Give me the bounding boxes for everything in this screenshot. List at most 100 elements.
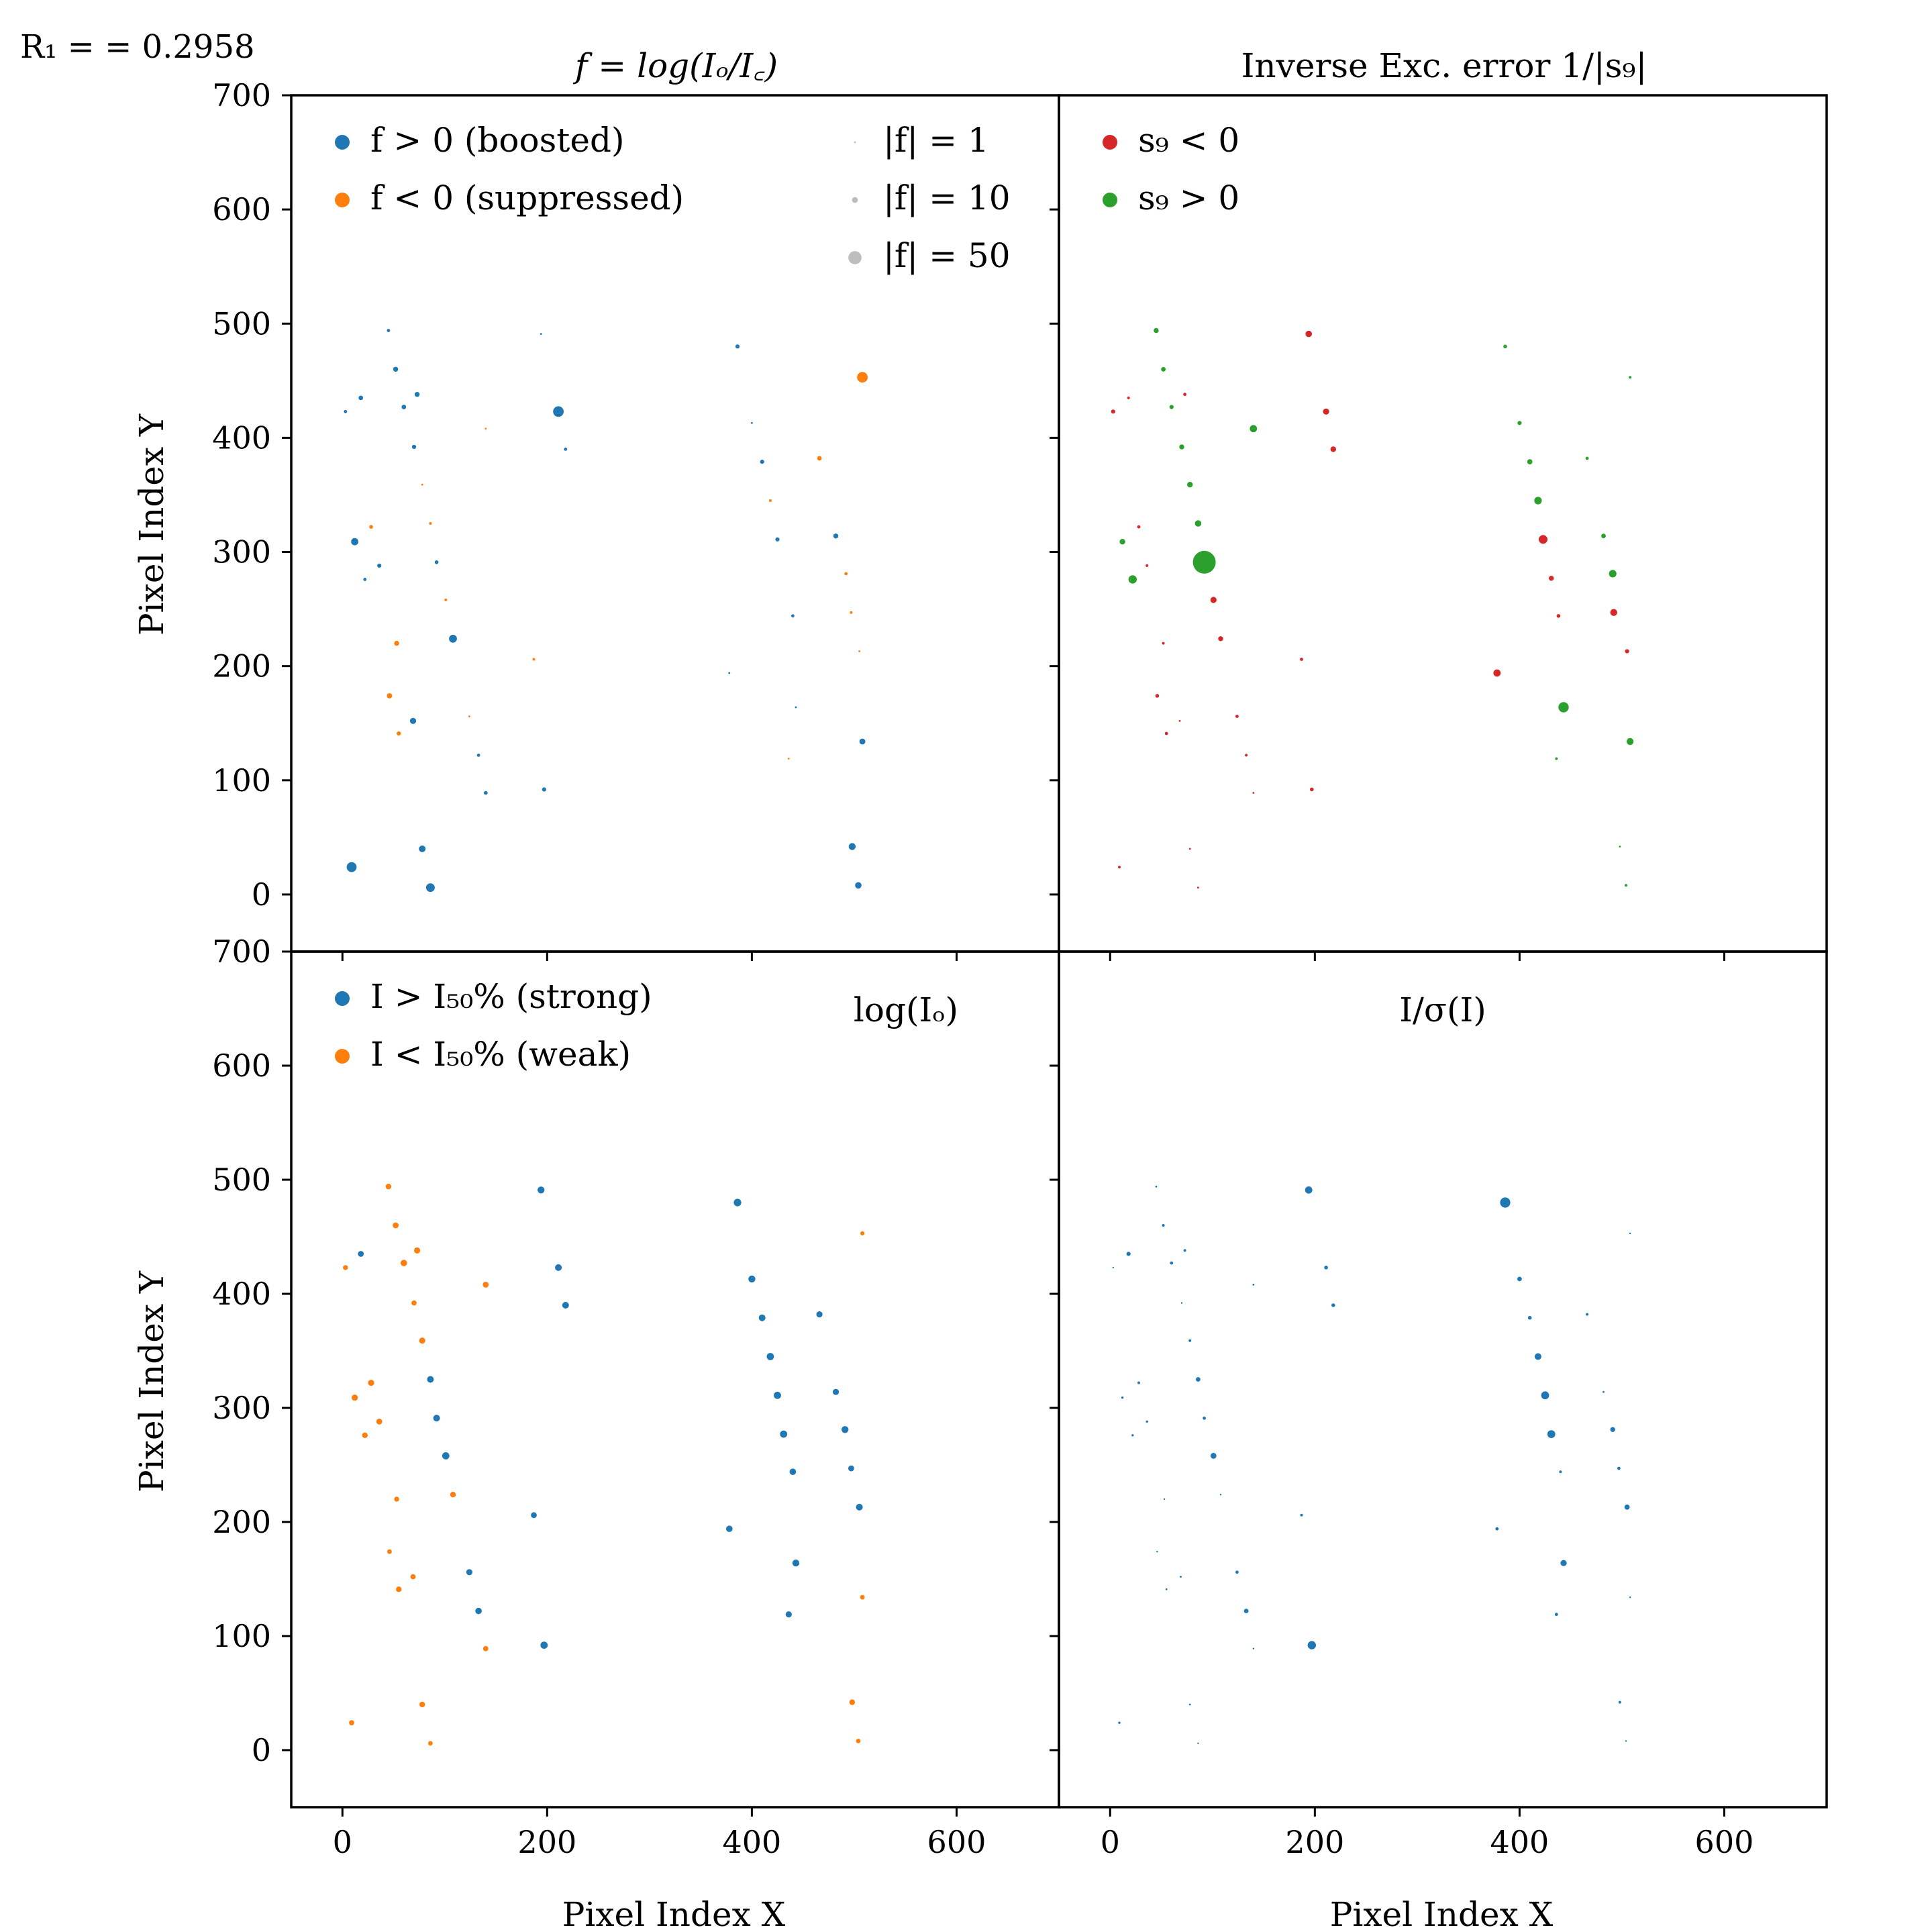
y-axis-label-bottom: Pixel Index Y	[132, 1270, 171, 1492]
data-point	[1307, 1641, 1317, 1649]
panel-title: Inverse Exc. error 1/|s₉|	[1241, 46, 1647, 85]
data-point	[485, 427, 487, 430]
panel-i-over-sigma: I/σ(I) 0 200 400 600	[1050, 950, 1828, 1860]
data-point	[1560, 1560, 1567, 1566]
data-point	[775, 537, 780, 542]
data-point	[1146, 1420, 1148, 1423]
size-legend-label: |f| = 50	[883, 236, 1011, 275]
data-point	[789, 1468, 797, 1475]
data-point	[1324, 1266, 1328, 1270]
data-point	[444, 599, 448, 601]
data-point	[791, 614, 795, 618]
data-point	[1541, 1391, 1549, 1400]
data-point	[1625, 884, 1627, 887]
data-point	[363, 578, 367, 581]
data-point	[733, 1199, 742, 1207]
data-point	[1603, 1390, 1605, 1393]
data-point	[555, 1264, 562, 1271]
data-point	[735, 344, 740, 349]
data-point	[1624, 1505, 1630, 1510]
data-point	[351, 538, 358, 546]
data-point	[1601, 533, 1606, 539]
data-point	[358, 395, 364, 401]
data-point	[393, 366, 399, 372]
data-point	[1305, 330, 1312, 338]
data-point	[1554, 1613, 1558, 1617]
data-point	[411, 1300, 417, 1306]
data-point	[774, 1391, 781, 1399]
data-point	[1210, 1453, 1217, 1459]
data-point	[1197, 1742, 1199, 1744]
data-point	[1188, 1339, 1192, 1342]
data-point	[1188, 1703, 1191, 1706]
data-point	[476, 754, 480, 757]
data-point	[419, 845, 426, 852]
data-point	[1156, 1551, 1158, 1553]
data-point	[1330, 446, 1337, 452]
data-point	[387, 329, 391, 332]
data-point	[421, 483, 423, 486]
data-point	[401, 405, 407, 409]
data-point	[540, 333, 542, 335]
data-point	[850, 611, 853, 614]
legend-marker	[1103, 193, 1117, 207]
panel-inverse-exc-error: Inverse Exc. error 1/|s₉| s₉ < 0 s₉ > 0	[1050, 46, 1828, 961]
data-point	[553, 406, 564, 417]
y-tick-label: 0	[252, 1732, 271, 1768]
legend-label: f > 0 (boosted)	[370, 121, 624, 160]
data-point	[1243, 1609, 1249, 1614]
data-point	[1252, 792, 1255, 794]
y-tick-label: 300	[212, 534, 271, 570]
panel-f: f = log(Iₒ/I꜀) 0 100 200 300 400 500 600 700 f >…	[212, 46, 1060, 961]
data-point	[726, 1525, 733, 1532]
data-point	[1178, 719, 1181, 722]
data-point	[795, 706, 797, 709]
data-point	[562, 1302, 569, 1309]
data-point	[855, 882, 862, 889]
y-tick-label: 600	[212, 1048, 271, 1084]
data-point	[1163, 1498, 1166, 1501]
data-point	[450, 1492, 456, 1498]
data-point	[1556, 614, 1561, 618]
data-point	[1250, 425, 1258, 433]
data-point	[387, 693, 393, 699]
data-point	[1503, 344, 1507, 349]
data-point	[1165, 1588, 1168, 1590]
data-point	[429, 522, 432, 525]
legend-label: s₉ > 0	[1138, 179, 1239, 217]
data-point	[1549, 576, 1554, 581]
data-point	[1219, 1494, 1222, 1496]
size-legend-label: |f| = 10	[883, 179, 1011, 217]
data-point	[394, 640, 399, 646]
legend-label: I < I₅₀% (weak)	[370, 1035, 631, 1074]
data-point	[1127, 396, 1130, 399]
data-point	[410, 1574, 416, 1580]
data-point	[393, 1222, 399, 1229]
data-point	[1170, 1261, 1174, 1265]
x-tick-label: 0	[333, 1824, 352, 1860]
data-point	[1187, 482, 1193, 488]
data-point	[1179, 444, 1184, 450]
data-point	[1111, 409, 1115, 414]
data-point	[369, 525, 373, 529]
data-point	[844, 572, 848, 576]
data-point	[1169, 405, 1174, 409]
data-point	[1493, 669, 1501, 677]
x-tick-label: 400	[722, 1824, 781, 1860]
data-point	[856, 1739, 861, 1743]
data-point	[1617, 1466, 1621, 1470]
y-tick-label: 0	[252, 876, 271, 913]
data-point	[1162, 1224, 1165, 1227]
data-point	[760, 460, 764, 464]
data-point	[411, 444, 417, 450]
plot-frame	[290, 94, 1060, 953]
data-point	[1192, 550, 1216, 574]
data-point	[1618, 1700, 1621, 1704]
data-point	[766, 1353, 774, 1360]
data-point	[409, 717, 417, 724]
data-point	[1155, 694, 1160, 698]
data-point	[1162, 642, 1165, 645]
y-axis-label-top: Pixel Index Y	[132, 413, 171, 635]
data-point	[428, 1741, 433, 1746]
